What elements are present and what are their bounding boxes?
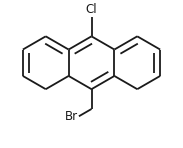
Text: Cl: Cl: [86, 3, 97, 16]
Text: Br: Br: [65, 110, 78, 123]
